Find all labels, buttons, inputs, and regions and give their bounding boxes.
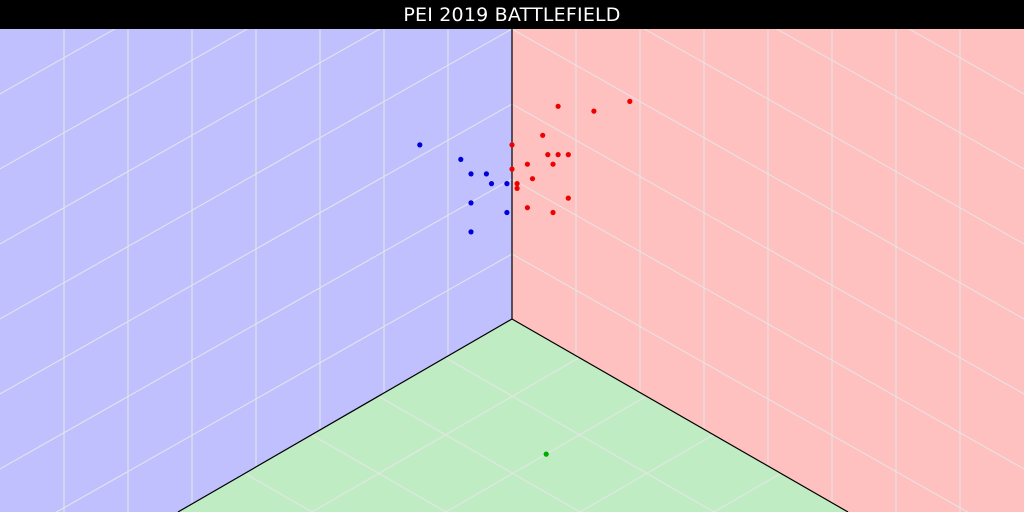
floor-gridline bbox=[378, 395, 715, 512]
right-wall-point bbox=[514, 181, 520, 187]
left-wall-point bbox=[468, 171, 474, 177]
right-wall-point bbox=[555, 152, 561, 158]
left-wall-gridline bbox=[0, 29, 512, 95]
right-wall-point bbox=[565, 195, 571, 201]
left-wall-gridline bbox=[0, 103, 512, 395]
right-wall-point bbox=[540, 132, 546, 138]
right-wall-gridline bbox=[512, 29, 1024, 320]
floor-right-edge bbox=[511, 318, 849, 512]
right-wall-point bbox=[550, 209, 556, 216]
floor-gridline bbox=[244, 357, 580, 512]
right-wall-gridline bbox=[512, 253, 1024, 512]
floor-gridline bbox=[444, 357, 782, 512]
floor-gridline bbox=[244, 472, 582, 512]
left-wall-point bbox=[488, 181, 495, 187]
right-wall-point bbox=[524, 161, 531, 167]
right-wall-point bbox=[509, 166, 515, 172]
left-wall-point bbox=[468, 200, 474, 206]
right-wall-gridline bbox=[512, 103, 1024, 395]
left-wall-point bbox=[504, 181, 510, 187]
right-wall-gridline bbox=[512, 29, 1024, 95]
floor-gridline bbox=[311, 434, 648, 512]
chart-title: PEI 2019 BATTLEFIELD bbox=[0, 0, 1024, 29]
battlefield-plot bbox=[0, 29, 1024, 512]
floor-panel bbox=[178, 319, 848, 512]
left-wall-point bbox=[483, 171, 489, 177]
right-wall-point bbox=[565, 152, 571, 158]
right-wall-point bbox=[555, 103, 561, 109]
left-wall-point bbox=[458, 156, 464, 162]
right-wall-point bbox=[591, 108, 597, 114]
right-wall-gridline bbox=[512, 29, 1024, 170]
left-wall-gridline bbox=[0, 178, 512, 470]
left-wall-point bbox=[504, 209, 510, 216]
right-wall-point bbox=[529, 176, 536, 182]
floor-gridline bbox=[379, 434, 714, 512]
floor-gridline bbox=[446, 472, 782, 512]
left-wall-point bbox=[417, 142, 423, 148]
right-wall-point bbox=[627, 98, 633, 104]
right-wall-point bbox=[524, 205, 531, 211]
right-wall-gridline bbox=[512, 178, 1024, 470]
floor-left-edge bbox=[177, 318, 513, 512]
floor-point bbox=[543, 451, 549, 457]
left-wall-gridline bbox=[0, 29, 512, 170]
left-wall-point bbox=[468, 229, 474, 235]
right-wall-point bbox=[509, 142, 515, 148]
left-wall-gridline bbox=[0, 253, 512, 512]
right-wall-point bbox=[545, 152, 551, 158]
left-wall-gridline bbox=[0, 29, 512, 245]
right-wall-point bbox=[514, 185, 520, 191]
floor-gridline bbox=[312, 395, 647, 512]
left-wall-gridline bbox=[0, 29, 512, 320]
right-wall-gridline bbox=[512, 29, 1024, 245]
right-wall-point bbox=[550, 161, 556, 167]
